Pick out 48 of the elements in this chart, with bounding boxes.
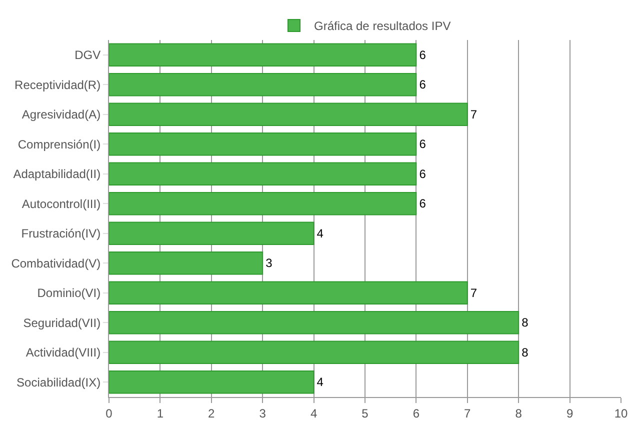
data-label: 7 xyxy=(470,286,478,300)
data-label: 8 xyxy=(522,345,529,360)
data-label: 6 xyxy=(419,48,426,62)
bar xyxy=(109,192,417,216)
x-tick-label: 7 xyxy=(464,406,472,420)
y-tick-label: Frustración(IV) xyxy=(21,226,101,241)
y-tick-label: Comprensión(I) xyxy=(18,137,101,152)
data-label: 7 xyxy=(470,107,478,122)
y-tick-label: Seguridad(VII) xyxy=(23,316,101,330)
x-tick-label: 4 xyxy=(310,406,318,420)
y-tick-label: Agresividad(A) xyxy=(22,108,101,122)
bar xyxy=(109,281,468,305)
x-tick-label: 3 xyxy=(259,406,266,420)
x-tick-label: 0 xyxy=(106,406,113,420)
legend-label: Gráfica de resultados IPV xyxy=(314,19,451,34)
bar xyxy=(109,222,314,246)
bar xyxy=(109,72,417,96)
x-tick-label: 2 xyxy=(208,406,216,420)
x-tick-label: 8 xyxy=(515,406,522,420)
data-label: 4 xyxy=(316,375,324,390)
bar xyxy=(109,370,314,394)
data-label: 6 xyxy=(419,166,426,181)
bar xyxy=(109,340,520,364)
data-label: 6 xyxy=(419,137,426,152)
y-tick-label: Combatividad(V) xyxy=(11,256,101,270)
x-tick-label: 10 xyxy=(614,406,628,420)
bar xyxy=(109,132,417,156)
bar xyxy=(109,251,264,275)
x-tick-label: 9 xyxy=(566,406,574,420)
y-tick-label: Adaptabilidad(II) xyxy=(13,167,101,182)
bar xyxy=(109,43,417,67)
x-tick-label: 5 xyxy=(362,406,369,420)
data-label: 6 xyxy=(419,78,426,92)
data-label: 8 xyxy=(522,316,529,330)
bar xyxy=(109,102,468,126)
y-tick-label: Dominio(VI) xyxy=(37,286,101,300)
bar xyxy=(109,310,520,334)
data-label: 6 xyxy=(419,196,426,211)
x-tick-label: 1 xyxy=(156,406,164,420)
bar xyxy=(109,162,417,186)
y-tick-label: DGV xyxy=(74,48,101,62)
y-tick-label: Actividad(VIII) xyxy=(26,346,101,360)
y-tick-label: Receptividad(R) xyxy=(14,78,101,92)
x-tick-label: 6 xyxy=(412,406,420,420)
data-label: 3 xyxy=(266,256,273,270)
data-label: 4 xyxy=(316,226,324,240)
y-tick-label: Autocontrol(III) xyxy=(22,196,101,211)
y-tick-label: Sociabilidad(IX) xyxy=(16,375,101,390)
